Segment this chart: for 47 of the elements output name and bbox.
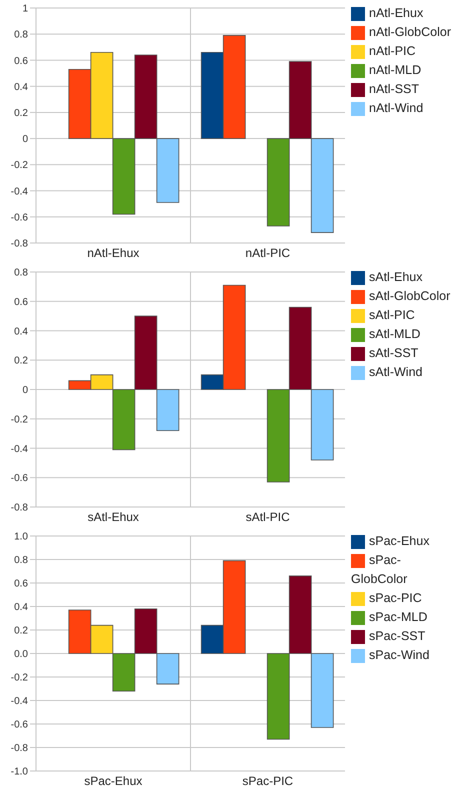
y-tick-label: 0.6	[14, 578, 28, 590]
y-tick-label: 0.8	[14, 268, 28, 279]
y-tick-label: 0.4	[14, 602, 28, 614]
y-tick-label: 1.0	[14, 532, 28, 543]
y-tick-label: -0.8	[10, 743, 28, 754]
y-tick-label: 0	[22, 385, 28, 396]
y-tick-label: -0.2	[10, 160, 28, 172]
y-tick-label: -0.6	[10, 212, 28, 224]
legend-label: sAtl-Wind	[369, 365, 422, 379]
legend-label: nAtl-SST	[369, 82, 420, 96]
legend-label: nAtl-Wind	[369, 101, 424, 115]
legend-label: sAtl-GlobColor	[369, 289, 450, 303]
legend-label: nAtl-Ehux	[369, 6, 424, 20]
legend-label: sPac-Ehux	[369, 534, 430, 548]
y-tick-label: -0.8	[10, 502, 28, 514]
legend-label: sPac-MLD	[369, 610, 428, 624]
y-tick-label: 0.2	[14, 626, 28, 637]
y-tick-label: -0.2	[10, 672, 28, 684]
y-tick-label: 0.2	[14, 356, 28, 367]
legend-label: sPac-PIC	[369, 591, 422, 605]
y-tick-label: 0.0	[14, 649, 28, 660]
legend-label: nAtl-GlobColor	[369, 25, 451, 39]
legend-label: nAtl-MLD	[369, 63, 422, 77]
y-tick-label: -0.2	[10, 414, 28, 426]
y-tick-label: -1.0	[10, 766, 28, 778]
y-tick-label: 0.6	[14, 296, 28, 308]
legend-label: sPac-SST	[369, 629, 426, 643]
y-tick-label: 0.2	[14, 108, 28, 119]
y-tick-label: -0.6	[10, 473, 28, 484]
y-tick-label: -0.4	[10, 696, 28, 708]
y-tick-label: 0.4	[14, 326, 28, 338]
legend-label: sPac-Wind	[369, 648, 430, 662]
y-tick-label: -0.6	[10, 720, 28, 731]
y-tick-label: 0.8	[14, 555, 28, 566]
y-tick-label: 0.4	[14, 82, 28, 93]
y-tick-label: -0.4	[10, 444, 28, 455]
y-tick-label: -0.4	[10, 186, 28, 198]
legend-label: sAtl-Ehux	[369, 270, 422, 284]
legend-label: sAtl-MLD	[369, 327, 420, 341]
y-tick-label: 0.8	[14, 30, 28, 41]
legend-label: sAtl-SST	[369, 346, 418, 360]
y-tick-label: 1	[22, 4, 28, 15]
legend-label: nAtl-PIC	[369, 44, 416, 58]
legend-label: sAtl-PIC	[369, 308, 415, 322]
y-tick-label: -0.8	[10, 238, 28, 250]
y-tick-label: 0.6	[14, 56, 28, 67]
y-tick-label: 0	[22, 134, 28, 146]
